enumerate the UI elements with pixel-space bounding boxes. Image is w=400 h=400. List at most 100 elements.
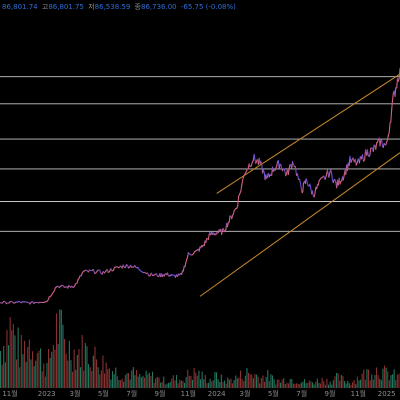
volume-bar [172, 375, 174, 388]
volume-bar [156, 376, 158, 388]
volume-bar [139, 373, 141, 388]
volume-bar [265, 377, 267, 388]
volume-bar [248, 372, 250, 388]
price-line-segment [185, 258, 188, 264]
volume-bar [171, 378, 173, 388]
price-line-segment [296, 173, 300, 181]
volume-bar [393, 369, 395, 388]
volume-bar [126, 373, 128, 388]
volume-bar [353, 380, 355, 388]
price-line-segment [386, 134, 389, 141]
volume-bar [158, 377, 160, 388]
volume-bar [356, 376, 358, 388]
price-line-segment [391, 99, 394, 110]
volume-bar [337, 373, 339, 388]
volume-bar [73, 349, 75, 388]
price-line-segment [346, 162, 349, 172]
volume-bar [384, 365, 386, 388]
volume-bar [17, 327, 19, 388]
volume-bar [240, 370, 242, 388]
low-label: 저 [88, 3, 95, 11]
volume-bar [52, 345, 54, 388]
volume-bar [336, 373, 338, 388]
volume-bar [116, 376, 118, 388]
volume-bar [118, 380, 120, 388]
volume-bar [185, 377, 187, 388]
volume-bar [22, 354, 24, 388]
price-line-segment [324, 175, 327, 180]
low-value: 86,538.59 [94, 3, 131, 11]
volume-bar [46, 363, 48, 388]
price-line-segment [184, 262, 187, 268]
volume-bar [81, 335, 83, 388]
volume-bar [49, 357, 51, 388]
volume-bar [254, 373, 256, 388]
high-value: 86,801.75 [48, 3, 84, 11]
volume-bar [136, 370, 138, 388]
volume-bar [264, 381, 266, 388]
volume-bar [280, 382, 282, 388]
volume-bar [11, 330, 13, 388]
volume-bar [246, 368, 248, 388]
volume-bar [48, 348, 50, 388]
volume-bar [8, 345, 10, 388]
volume-bar [209, 378, 211, 388]
volume-bar [398, 373, 400, 388]
volume-bar [121, 378, 123, 388]
x-tick-label: 9월 [325, 389, 336, 398]
volume-bar [382, 368, 384, 388]
volume-bar [147, 374, 149, 388]
price-line-segment [280, 163, 283, 170]
price-line-segment [237, 195, 240, 207]
volume-bar [96, 359, 98, 388]
volume-bar [233, 380, 235, 388]
volume-bar [193, 367, 195, 388]
x-tick-label: 9월 [155, 389, 166, 398]
volume-bar [388, 380, 390, 388]
volume-bar [214, 372, 216, 388]
volume-bar [51, 351, 53, 388]
volume-bar [97, 367, 99, 388]
volume-bar [54, 349, 56, 388]
volume-bar [294, 383, 296, 388]
volume-bar [131, 370, 133, 388]
volume-bar [208, 382, 210, 388]
price-line-segment [47, 296, 50, 301]
volume-bar [350, 384, 352, 388]
price-line-segment [288, 164, 291, 169]
volume-bar [219, 382, 221, 388]
volume-bar [211, 381, 213, 388]
volume-bar [43, 363, 45, 388]
volume-bar [217, 379, 219, 388]
price-line-segment [379, 139, 382, 147]
price-line-segment [390, 108, 393, 123]
volume-bar [368, 369, 370, 388]
volume-bar [345, 383, 347, 388]
volume-bar [390, 375, 392, 388]
volume-bar [256, 374, 258, 388]
volume-bar [9, 317, 11, 388]
price-line-segment [302, 182, 305, 192]
volume-bar [187, 369, 189, 388]
volume-bar [376, 367, 378, 388]
x-tick-label: 3월 [70, 389, 81, 398]
volume-bar [108, 368, 110, 388]
price-line-segment [372, 144, 375, 152]
volume-bar [251, 374, 253, 388]
price-line-segment [311, 190, 314, 197]
volume-bar [313, 384, 315, 388]
volume-bar [76, 355, 78, 388]
price-line-segment [381, 139, 384, 147]
volume-bar [364, 379, 366, 388]
volume-bar [83, 370, 85, 388]
volume-bar [288, 383, 290, 388]
volume-bar [387, 371, 389, 388]
volume-bar [201, 371, 203, 388]
volume-bar [316, 378, 318, 388]
volume-bar [104, 373, 106, 388]
volume-bar [6, 330, 8, 388]
volume-bar [262, 375, 264, 388]
x-tick-label: 2023 [38, 390, 56, 398]
price-line-segment [92, 268, 96, 274]
